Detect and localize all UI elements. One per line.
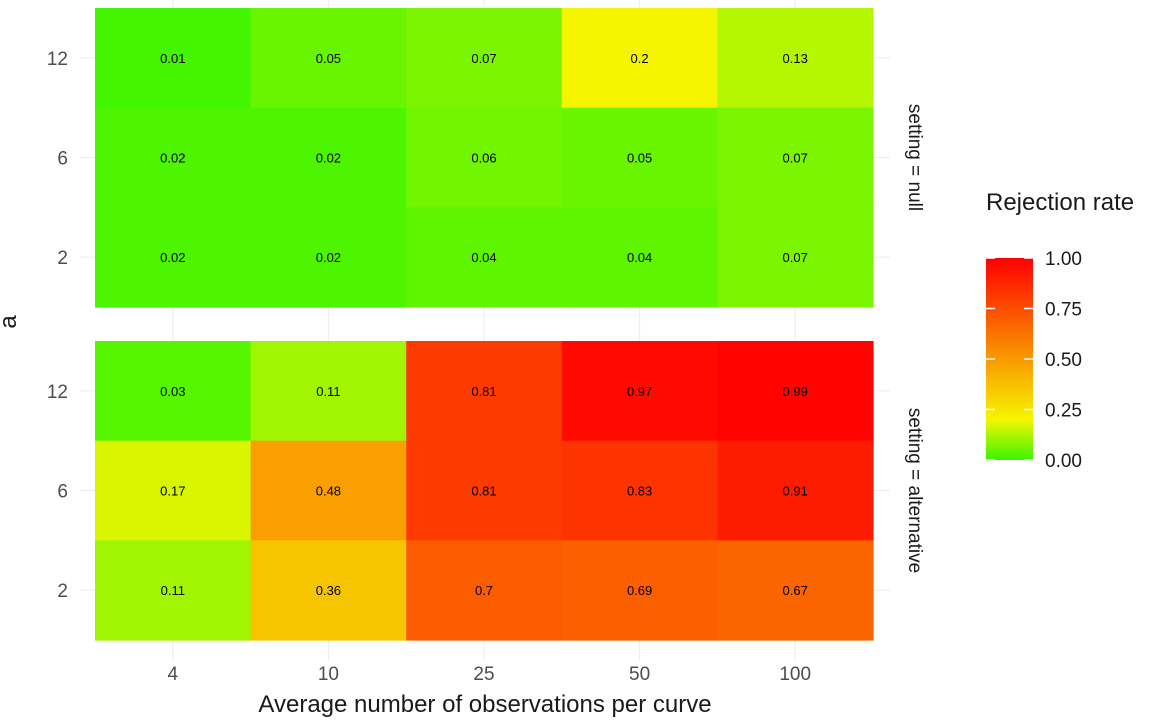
heatmap-cell (717, 440, 874, 541)
legend-tick-label: 1.00 (1045, 249, 1082, 270)
heatmap-cell (717, 341, 874, 442)
facet-strip-label: setting = null (904, 104, 925, 211)
cell-value-label: 0.67 (783, 583, 808, 598)
cell-value-label: 0.07 (783, 250, 808, 265)
axes: 12 6 2 12 6 2 4 10 25 50 100 (47, 49, 811, 685)
y-tick-label: 2 (57, 581, 68, 602)
facet-strips: setting = null setting = alternative (904, 104, 925, 573)
heatmap-cell (406, 540, 563, 641)
heatmap-cell (406, 440, 563, 541)
cell-value-label: 0.02 (160, 250, 185, 265)
legend-title: Rejection rate (986, 189, 1134, 216)
y-tick-label: 6 (57, 149, 68, 170)
cell-value-label: 0.99 (783, 384, 808, 399)
heatmap-cell (561, 540, 718, 641)
y-tick-label: 12 (47, 49, 68, 70)
heatmap-cell (250, 207, 407, 308)
heatmap-cell (95, 540, 252, 641)
heatmap-cell (561, 107, 718, 208)
cell-value-label: 0.02 (316, 250, 341, 265)
facet-strip-label: setting = alternative (904, 408, 925, 573)
heatmap-cell (95, 440, 252, 541)
heatmap-cell (95, 341, 252, 442)
cell-value-label: 0.7 (475, 583, 493, 598)
cell-value-label: 0.69 (627, 583, 652, 598)
cell-value-label: 0.11 (316, 384, 340, 399)
x-axis-title: Average number of observations per curve (258, 691, 711, 718)
cell-value-label: 0.81 (471, 384, 496, 399)
cell-value-label: 0.13 (783, 51, 808, 66)
heatmap-cell (717, 540, 874, 641)
cell-value-label: 0.03 (160, 384, 185, 399)
x-tick-label: 50 (629, 664, 650, 685)
heatmap-cell (406, 341, 563, 442)
cell-value-label: 0.02 (160, 151, 185, 166)
legend-tick-label: 0.75 (1045, 300, 1082, 321)
cell-value-label: 0.04 (471, 250, 496, 265)
heatmap-cell (95, 8, 252, 109)
color-legend: Rejection rate 0.00 0.25 0.50 0.75 1.00 (986, 189, 1134, 472)
legend-tick-label: 0.25 (1045, 401, 1082, 422)
heatmap-cell (406, 107, 563, 208)
facet-panel-null: 0.01 0.05 0.07 0.2 0.13 0.02 0.02 0.06 0.05 0.07 0… (95, 8, 874, 308)
cell-value-label: 0.48 (316, 484, 341, 499)
heatmap-cell (561, 8, 718, 109)
heatmap-cell (717, 107, 874, 208)
legend-tick-label: 0.00 (1045, 451, 1082, 472)
y-axis-title: a (0, 315, 22, 329)
x-tick-label: 10 (318, 664, 339, 685)
cell-value-label: 0.17 (160, 484, 185, 499)
heatmap-cell (406, 8, 563, 109)
cell-value-label: 0.04 (627, 250, 652, 265)
cell-value-label: 0.07 (783, 151, 808, 166)
heatmap-cell (561, 341, 718, 442)
heatmap-cell (250, 341, 407, 442)
cell-value-label: 0.83 (627, 484, 652, 499)
heatmap-cell (561, 207, 718, 308)
cell-value-label: 0.97 (627, 384, 652, 399)
legend-tick-label: 0.50 (1045, 350, 1082, 371)
heatmap-cell (717, 207, 874, 308)
heatmap-cell (250, 540, 407, 641)
cell-value-label: 0.11 (161, 583, 185, 598)
y-tick-label: 12 (47, 382, 68, 403)
y-tick-label: 6 (57, 482, 68, 503)
heatmap-cell (250, 440, 407, 541)
x-tick-label: 4 (168, 664, 179, 685)
cell-value-label: 0.06 (471, 151, 496, 166)
cell-value-label: 0.36 (316, 583, 341, 598)
heatmap-cell (561, 440, 718, 541)
cell-value-label: 0.01 (160, 51, 185, 66)
facet-panel-alternative: 0.03 0.11 0.81 0.97 0.99 0.17 0.48 0.81 0.83 0.91… (95, 341, 874, 641)
x-tick-label: 25 (473, 664, 494, 685)
cell-value-label: 0.02 (316, 151, 341, 166)
heatmap-cell (717, 8, 874, 109)
cell-value-label: 0.2 (631, 51, 649, 66)
cell-value-label: 0.07 (471, 51, 496, 66)
cell-value-label: 0.91 (783, 484, 808, 499)
heatmap-cell (250, 8, 407, 109)
cell-value-label: 0.81 (471, 484, 496, 499)
x-tick-label: 100 (779, 664, 811, 685)
heatmap-cell (406, 207, 563, 308)
y-tick-label: 2 (57, 248, 68, 269)
heatmap-cell (95, 207, 252, 308)
legend-ticks: 0.00 0.25 0.50 0.75 1.00 (986, 249, 1082, 472)
heatmap-cell (250, 107, 407, 208)
heatmap-cell (95, 107, 252, 208)
cell-value-label: 0.05 (627, 151, 652, 166)
cell-value-label: 0.05 (316, 51, 341, 66)
